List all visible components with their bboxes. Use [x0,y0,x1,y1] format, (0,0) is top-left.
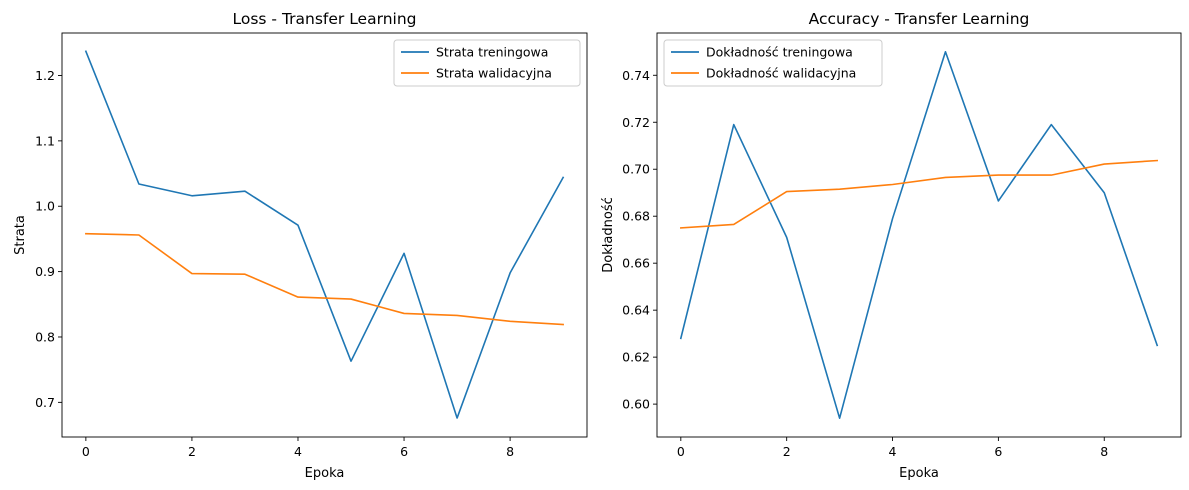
legend: Dokładność treningowa Dokładność walidacy… [663,39,883,87]
chart-title: Accuracy - Transfer Learning [809,10,1030,28]
x-tick-label: 8 [506,444,514,459]
y-axis-label: Strata [13,215,28,255]
legend-box [663,39,883,87]
legend-label-1: Dokładność treningowa [706,45,853,60]
y-tick-label: 0.70 [622,162,650,177]
x-tick-label: 6 [994,444,1002,459]
legend: Strata treningowa Strata walidacyjna [393,39,581,87]
y-tick-label: 0.9 [35,264,55,279]
chart-panel-loss: Loss - Transfer Learning 0 2 4 6 8 0.7 0.8 0.9 1.… [13,10,588,481]
y-tick-label: 0.66 [622,256,650,271]
x-tick-label: 8 [1100,444,1108,459]
y-tick-label: 0.72 [622,115,650,130]
chart-panel-accuracy: Accuracy - Transfer Learning 0 2 4 6 8 0.60 0.6… [601,10,1182,481]
y-axis-label: Dokładność [601,197,616,273]
legend-label-2: Dokładność walidacyjna [706,66,856,81]
y-tick-label: 1.2 [35,68,55,83]
y-tick-label: 0.64 [622,303,650,318]
x-tick-label: 0 [82,444,90,459]
x-axis-label: Epoka [305,466,345,481]
x-tick-label: 6 [400,444,408,459]
x-tick-label: 4 [294,444,302,459]
y-tick-label: 0.8 [35,329,55,344]
series-line-1 [679,50,1159,420]
x-tick-label: 2 [783,444,791,459]
y-tick-label: 0.68 [622,209,650,224]
plot-frame [61,32,588,438]
legend-label-2: Strata walidacyjna [436,66,552,81]
x-tick-label: 2 [188,444,196,459]
y-tick-label: 1.1 [35,133,55,148]
series-line-2 [679,159,1159,229]
y-tick-label: 0.62 [622,350,650,365]
y-tick-label: 0.60 [622,397,650,412]
x-axis-label: Epoka [899,466,939,481]
x-tick-label: 4 [889,444,897,459]
x-tick-label: 0 [677,444,685,459]
plot-frame [656,32,1182,438]
series-line-2 [85,232,564,326]
chart-title: Loss - Transfer Learning [233,10,417,28]
y-tick-label: 0.74 [622,68,650,83]
series-line-1 [84,50,565,419]
y-tick-label: 0.7 [35,395,55,410]
y-tick-label: 1.0 [35,199,55,214]
legend-box [393,39,581,87]
legend-label-1: Strata treningowa [436,45,548,60]
